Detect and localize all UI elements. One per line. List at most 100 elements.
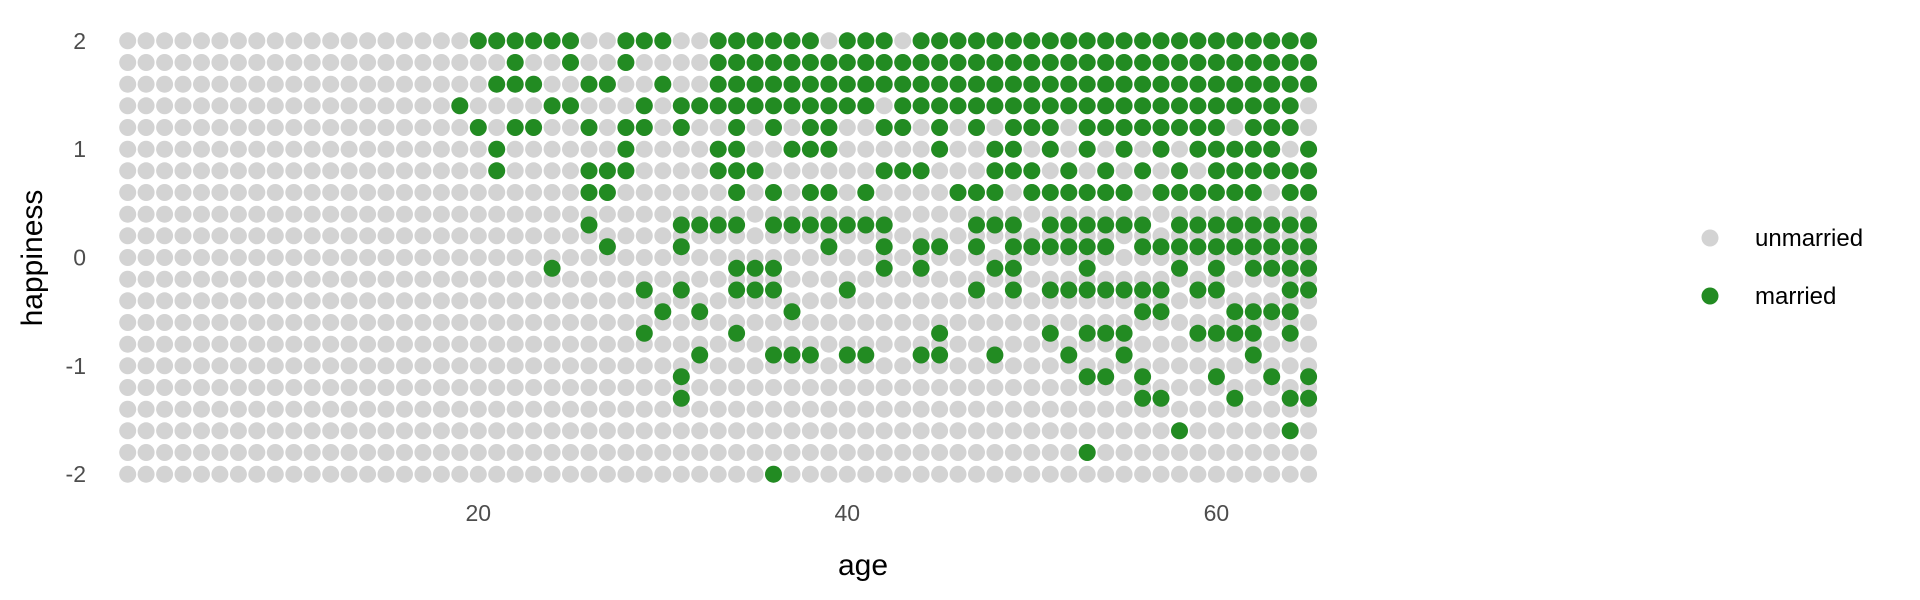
point-unmarried [1152,357,1170,375]
point-married [1078,75,1096,93]
point-unmarried [635,205,653,223]
point-married [1152,54,1170,71]
point-unmarried [248,400,266,418]
point-married [1281,216,1299,234]
point-unmarried [801,292,819,310]
point-unmarried [746,357,764,375]
point-unmarried [248,270,266,288]
point-married [783,54,801,71]
point-married [857,97,875,115]
point-unmarried [1060,314,1078,331]
point-unmarried [1004,444,1022,461]
point-married [1226,140,1244,158]
point-unmarried [746,140,764,158]
point-married [1300,389,1318,407]
point-unmarried [746,379,764,396]
point-unmarried [248,227,266,245]
point-unmarried [359,292,377,310]
point-unmarried [174,32,192,50]
point-unmarried [119,357,137,375]
point-unmarried [303,184,321,201]
point-married [598,184,616,201]
point-unmarried [193,32,210,50]
point-married [912,97,930,115]
point-married [875,75,893,93]
point-unmarried [137,292,155,310]
point-unmarried [396,119,413,136]
point-unmarried [1300,119,1318,136]
point-married [986,140,1004,158]
point-married [968,184,985,201]
point-unmarried [1171,140,1188,158]
point-unmarried [303,162,321,180]
point-unmarried [303,335,321,353]
point-unmarried [229,140,247,158]
point-unmarried [322,205,340,223]
y-tick-label: 1 [73,136,86,162]
point-unmarried [211,140,229,158]
point-married [820,54,838,71]
point-unmarried [672,184,690,201]
point-unmarried [931,379,949,396]
point-unmarried [857,444,875,461]
point-unmarried [340,54,358,71]
point-unmarried [598,97,616,115]
point-unmarried [1115,379,1133,396]
point-unmarried [414,379,432,396]
point-unmarried [635,444,653,461]
point-unmarried [986,379,1004,396]
point-married [1078,216,1096,234]
point-unmarried [875,465,893,483]
point-unmarried [156,465,174,483]
point-married [654,32,672,50]
point-unmarried [359,97,377,115]
point-unmarried [451,422,469,440]
point-unmarried [1134,335,1152,353]
point-unmarried [525,422,543,440]
point-unmarried [119,314,137,331]
point-unmarried [506,97,524,115]
point-married [617,32,635,50]
point-unmarried [543,205,561,223]
point-married [986,54,1004,71]
point-unmarried [469,249,487,266]
point-unmarried [285,422,303,440]
point-married [820,75,838,93]
point-unmarried [635,465,653,483]
point-unmarried [414,162,432,180]
point-married [1207,184,1225,201]
point-unmarried [672,162,690,180]
point-unmarried [709,335,727,353]
point-unmarried [1207,400,1225,418]
point-married [728,119,746,136]
point-unmarried [1171,357,1188,375]
point-unmarried [968,422,985,440]
point-unmarried [1263,465,1281,483]
point-married [1244,303,1262,321]
point-married [986,75,1004,93]
point-married [1004,238,1022,256]
point-unmarried [193,54,210,71]
point-unmarried [174,314,192,331]
point-unmarried [875,184,893,201]
point-married [1041,324,1059,342]
point-unmarried [303,227,321,245]
point-married [912,32,930,50]
point-unmarried [119,205,137,223]
point-unmarried [285,140,303,158]
point-unmarried [137,379,155,396]
point-unmarried [377,444,395,461]
point-unmarried [156,32,174,50]
point-married [1244,162,1262,180]
point-married [635,97,653,115]
point-unmarried [506,270,524,288]
point-married [1171,32,1188,50]
point-unmarried [709,422,727,440]
point-unmarried [1004,184,1022,201]
point-unmarried [783,249,801,266]
point-married [672,238,690,256]
point-unmarried [746,205,764,223]
point-married [488,32,506,50]
point-unmarried [1097,422,1115,440]
point-unmarried [248,249,266,266]
